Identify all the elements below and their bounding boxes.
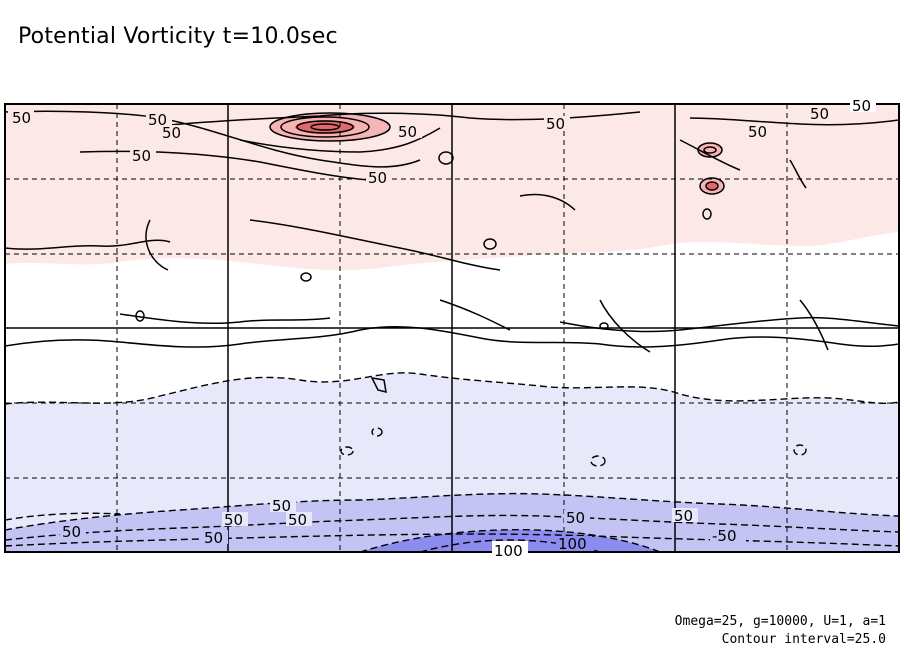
contour-label: 50	[132, 147, 151, 165]
grid-lines	[5, 104, 899, 552]
positive-core-north-inner	[295, 120, 355, 134]
contour-label: 50	[62, 523, 81, 541]
negative-contours	[5, 372, 899, 552]
contour-label: 50	[148, 111, 167, 129]
contour-label: 50	[162, 124, 181, 142]
contour-label: 50	[12, 109, 31, 127]
contour-label: 50	[748, 123, 767, 141]
contour-label: 50	[224, 511, 243, 529]
positive-vortex-right-top	[698, 143, 722, 157]
contour-label: 50	[288, 511, 307, 529]
contour-label: 50	[566, 509, 585, 527]
contour-label: 100	[558, 535, 587, 553]
zero-contours	[5, 272, 899, 394]
contour-interval: Contour interval=25.0	[721, 632, 886, 647]
positive-vortex-right-inner	[707, 182, 717, 190]
plot-frame	[4, 103, 900, 553]
contour-label: 50	[398, 123, 417, 141]
contour-label: 50	[272, 497, 291, 515]
contour-label: 50	[546, 115, 565, 133]
contour-label: 100	[494, 542, 523, 560]
model-parameters: Omega=25, g=10000, U=1, a=1	[674, 614, 886, 629]
contour-label: 50	[204, 529, 223, 547]
contour-label: 50	[674, 507, 693, 525]
plot-title: Potential Vorticity t=10.0sec	[18, 24, 338, 49]
shaded-regions	[5, 104, 899, 552]
major-grid-lines	[5, 104, 899, 552]
contour-label: 50	[368, 169, 387, 187]
contour-labels: 50 50 50 50 50 50 50 50 50 50 50 50 50 5…	[8, 97, 876, 560]
contour-label: 50	[852, 97, 871, 115]
contour-label: -50	[712, 527, 737, 545]
contour-label: 50	[810, 105, 829, 123]
